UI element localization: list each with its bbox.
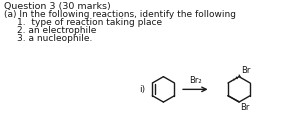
Text: 2. an electrophile: 2. an electrophile bbox=[17, 26, 97, 35]
Text: 3. a nucleophile.: 3. a nucleophile. bbox=[17, 34, 92, 43]
Text: (a) In the following reactions, identify the following: (a) In the following reactions, identify… bbox=[4, 10, 236, 19]
Text: Br: Br bbox=[240, 103, 249, 112]
Text: i): i) bbox=[139, 85, 145, 94]
Text: Br₂: Br₂ bbox=[189, 77, 202, 85]
Text: Br: Br bbox=[241, 66, 250, 75]
Text: 1.  type of reaction taking place: 1. type of reaction taking place bbox=[17, 18, 162, 27]
Text: Question 3 (30 marks): Question 3 (30 marks) bbox=[4, 2, 111, 11]
